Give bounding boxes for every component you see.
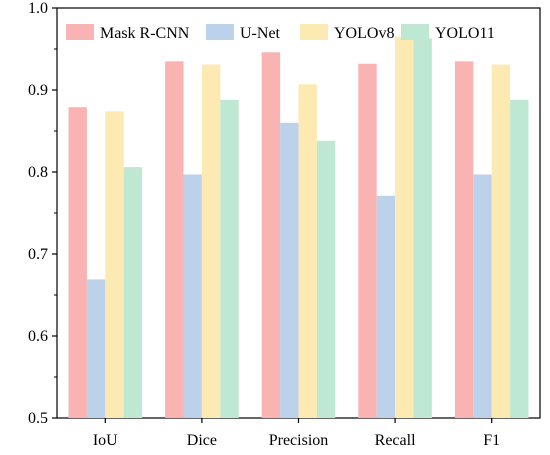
- bar-yolo11-f1: [510, 99, 529, 418]
- bar-yolo11-dice: [220, 99, 239, 418]
- y-tick-label: 0.6: [28, 328, 48, 345]
- bar-yolo11-recall: [413, 38, 432, 419]
- legend-swatch: [401, 24, 429, 40]
- axes-group: 0.5 0.6 0.7 0.8 0.9 1.0 IoU Dice Precision Recall…: [28, 0, 500, 449]
- x-tick-label: F1: [483, 432, 500, 449]
- legend: Mask R-CNN U-Net YOLOv8 YOLO11: [66, 24, 495, 42]
- y-tick-label: 0.9: [28, 82, 48, 99]
- bar-yolov8-iou: [105, 111, 124, 418]
- y-tick-label: 0.5: [28, 410, 48, 427]
- y-tick-label: 1.0: [28, 0, 48, 17]
- legend-swatch: [300, 24, 328, 40]
- bar-yolov8-precision: [298, 84, 317, 418]
- bar-yolo11-precision: [316, 140, 336, 418]
- bar-u-net-precision: [280, 122, 299, 419]
- bar-u-net-f1: [473, 174, 492, 418]
- y-tick-label: 0.8: [28, 164, 48, 181]
- x-tick-label: Recall: [375, 432, 416, 449]
- bar-mask-r-cnn-dice: [165, 61, 184, 419]
- legend-label: U-Net: [240, 25, 281, 42]
- bars-group: [68, 36, 529, 419]
- legend-label: YOLO11: [435, 25, 495, 42]
- bar-yolov8-dice: [201, 64, 221, 418]
- legend-swatch: [206, 24, 234, 40]
- bar-yolov8-f1: [491, 64, 511, 418]
- bar-mask-r-cnn-recall: [358, 63, 377, 418]
- bar-u-net-dice: [183, 174, 202, 418]
- x-tick-label: Precision: [269, 432, 329, 449]
- legend-label: YOLOv8: [334, 25, 394, 42]
- legend-swatch: [66, 24, 94, 40]
- bar-mask-r-cnn-iou: [68, 107, 87, 418]
- legend-label: Mask R-CNN: [100, 25, 190, 42]
- bar-u-net-recall: [376, 195, 396, 418]
- y-tick-label: 0.7: [28, 246, 48, 263]
- bar-yolo11-iou: [123, 167, 143, 418]
- bar-yolov8-recall: [395, 36, 414, 418]
- bar-mask-r-cnn-precision: [261, 52, 281, 418]
- bar-u-net-iou: [86, 279, 106, 418]
- x-tick-label: IoU: [93, 432, 118, 449]
- bar-mask-r-cnn-f1: [454, 61, 474, 419]
- x-tick-label: Dice: [187, 432, 217, 449]
